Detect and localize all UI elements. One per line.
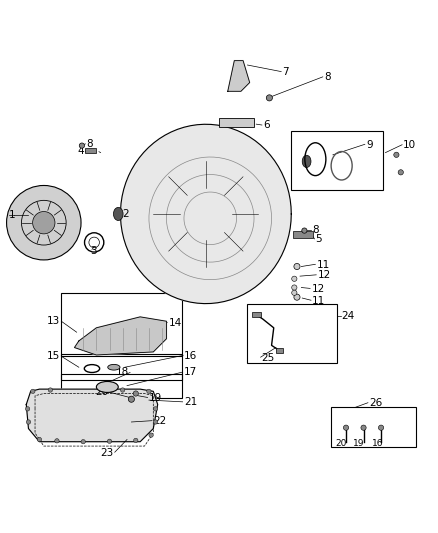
Circle shape	[134, 438, 138, 442]
Circle shape	[26, 420, 31, 424]
Ellipse shape	[96, 382, 118, 392]
Bar	[276, 348, 283, 353]
Text: 3: 3	[90, 246, 96, 256]
Text: 15: 15	[47, 351, 60, 361]
Bar	[331, 407, 416, 447]
Circle shape	[292, 285, 297, 290]
Circle shape	[79, 143, 85, 148]
Text: 11: 11	[312, 296, 325, 305]
Text: 24: 24	[342, 311, 355, 321]
Ellipse shape	[108, 365, 120, 370]
Circle shape	[25, 407, 30, 411]
Circle shape	[149, 433, 153, 437]
Text: 23: 23	[101, 448, 114, 458]
Circle shape	[31, 389, 35, 393]
Bar	[252, 312, 261, 317]
Text: 11: 11	[317, 260, 330, 270]
Text: 16: 16	[184, 351, 197, 361]
Text: 17: 17	[184, 367, 197, 377]
Text: 26: 26	[369, 398, 382, 408]
Text: 13: 13	[47, 316, 60, 326]
Circle shape	[302, 228, 307, 233]
Bar	[291, 131, 383, 190]
Circle shape	[133, 391, 138, 396]
Text: 18: 18	[116, 367, 129, 377]
Circle shape	[394, 152, 399, 157]
Bar	[247, 304, 337, 363]
Text: 4: 4	[78, 146, 85, 156]
Bar	[293, 231, 313, 238]
Text: 6: 6	[263, 120, 269, 131]
Bar	[85, 148, 96, 154]
Circle shape	[7, 185, 81, 260]
Circle shape	[153, 420, 158, 424]
Circle shape	[128, 396, 134, 402]
Ellipse shape	[302, 155, 311, 167]
Bar	[219, 118, 254, 127]
Circle shape	[147, 389, 151, 393]
Circle shape	[398, 169, 403, 175]
Text: 12: 12	[318, 270, 331, 280]
Bar	[61, 354, 182, 381]
Ellipse shape	[113, 207, 123, 221]
Text: 21: 21	[184, 397, 197, 407]
Text: 9: 9	[366, 140, 373, 150]
Circle shape	[48, 388, 53, 392]
Polygon shape	[120, 124, 291, 304]
Text: 12: 12	[312, 284, 325, 294]
Circle shape	[292, 276, 297, 281]
Text: 10: 10	[403, 140, 416, 150]
Text: 14: 14	[169, 318, 182, 328]
Circle shape	[120, 388, 125, 392]
Text: 19: 19	[149, 393, 162, 403]
Text: 8: 8	[324, 72, 331, 82]
Circle shape	[81, 440, 85, 444]
Text: 20: 20	[95, 387, 109, 397]
Circle shape	[361, 425, 366, 430]
Polygon shape	[74, 317, 166, 355]
Text: 16: 16	[372, 439, 383, 448]
Circle shape	[32, 212, 55, 234]
Circle shape	[294, 263, 300, 270]
Text: 5: 5	[315, 235, 322, 244]
Circle shape	[294, 294, 300, 300]
Text: 1: 1	[9, 210, 15, 220]
Circle shape	[266, 95, 272, 101]
Bar	[61, 374, 182, 398]
Circle shape	[107, 439, 112, 443]
Circle shape	[55, 439, 59, 443]
Text: 8: 8	[86, 139, 93, 149]
Circle shape	[343, 425, 349, 430]
Circle shape	[292, 290, 297, 295]
Circle shape	[37, 437, 42, 442]
Text: 2: 2	[123, 209, 129, 219]
Text: 25: 25	[261, 353, 275, 362]
Circle shape	[378, 425, 384, 430]
Bar	[61, 293, 182, 356]
Text: 7: 7	[283, 67, 289, 77]
Text: 8: 8	[312, 225, 318, 235]
Text: 22: 22	[153, 416, 166, 426]
Polygon shape	[228, 61, 250, 91]
Text: 20: 20	[335, 439, 346, 448]
Polygon shape	[26, 389, 158, 442]
Circle shape	[153, 407, 158, 411]
Text: 19: 19	[353, 439, 365, 448]
